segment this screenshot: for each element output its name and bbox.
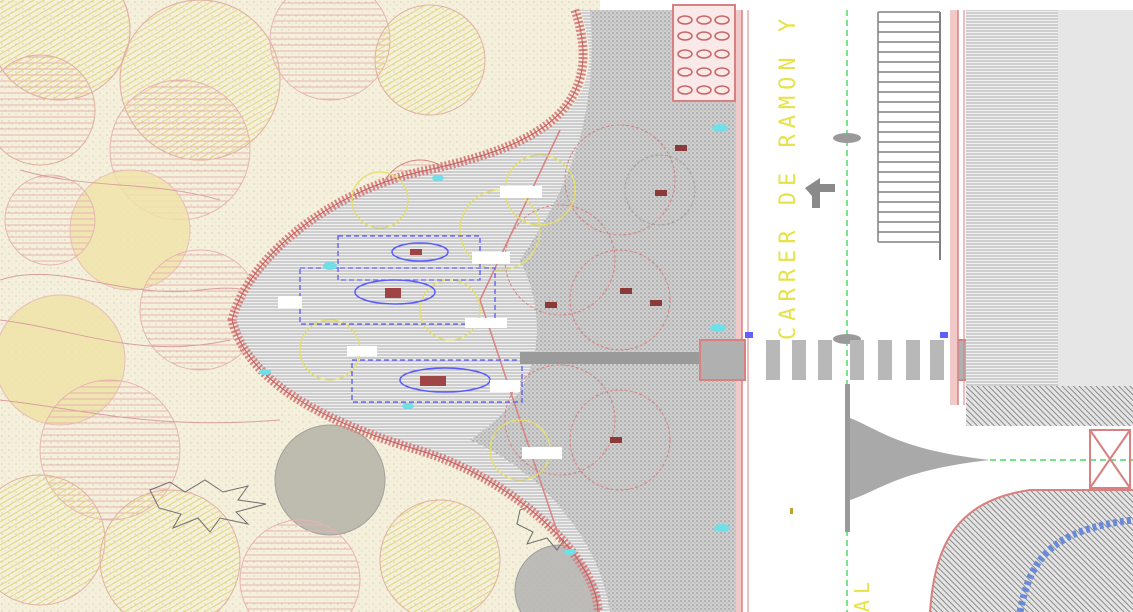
sign-structure: [1089, 429, 1131, 489]
corner-sidewalk: [930, 490, 1133, 612]
street-name-label-continuation: AL: [850, 575, 874, 612]
sidewalk-paving: [470, 10, 740, 612]
bicycle-parking: [672, 4, 736, 102]
pedestrian-connection: [520, 352, 710, 364]
road-arrow-symbol: [805, 178, 835, 208]
parking-stripes: [878, 11, 940, 243]
bench-seats: [385, 249, 446, 386]
park-tree-canopies: [0, 0, 606, 612]
tree-trunk-symbols: [545, 145, 687, 443]
sidewalk-tree-canopies: [504, 124, 696, 491]
curb-markers: [790, 508, 793, 514]
white-blocks: [278, 186, 562, 459]
street-name-label: CARRER DE RAMON Y CAJ: [776, 0, 801, 340]
traffic-island: [850, 418, 990, 500]
lamp-symbols: [259, 124, 730, 555]
right-sidewalk: [950, 10, 1133, 426]
street-curb-left: [736, 10, 749, 612]
